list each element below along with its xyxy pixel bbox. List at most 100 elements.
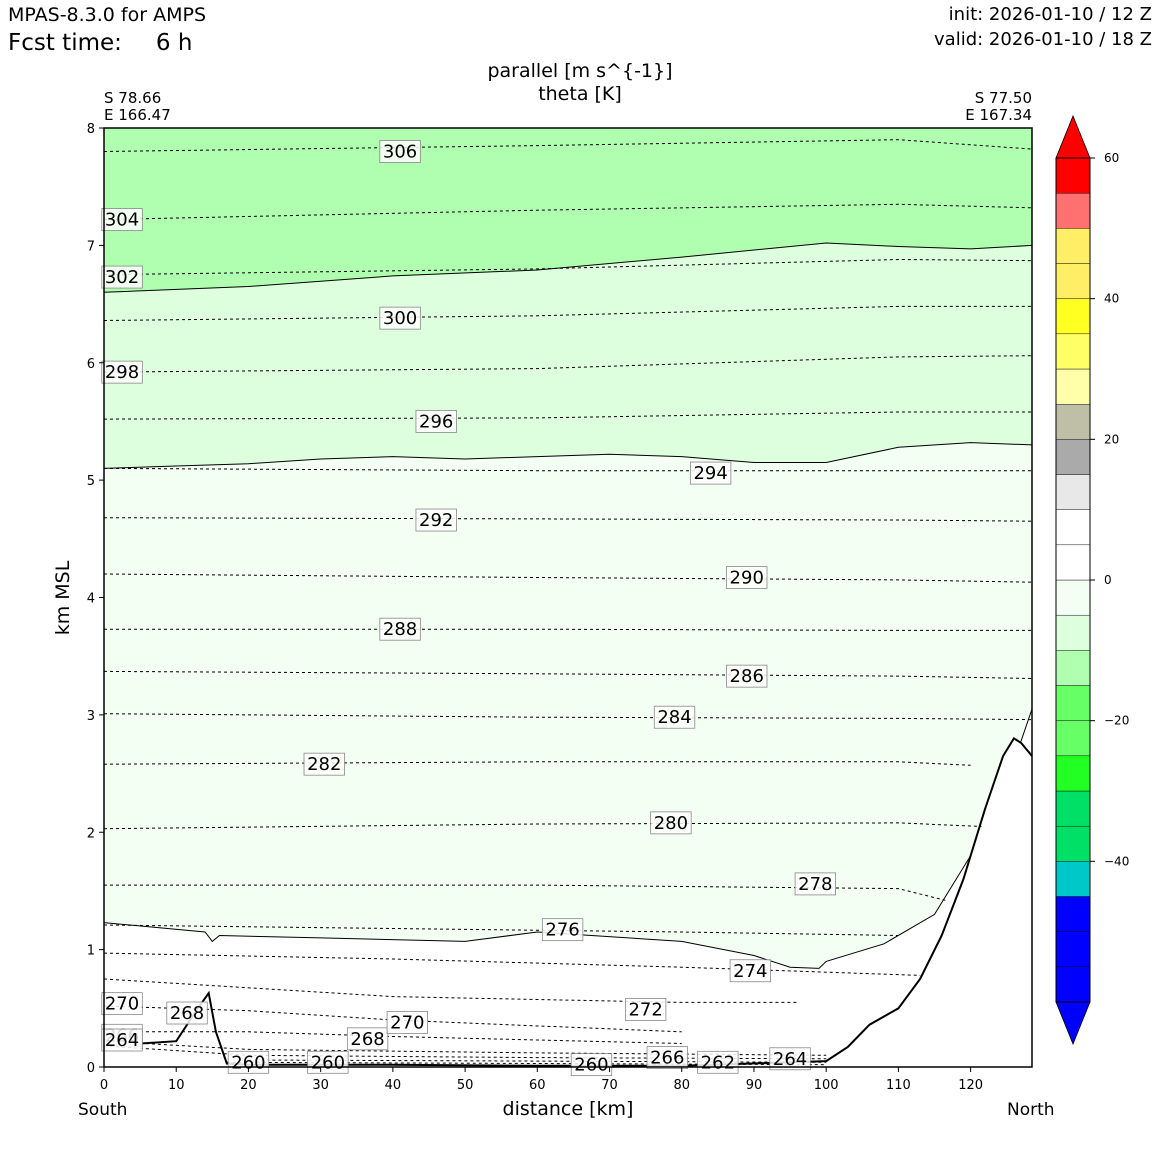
- theta-extra-label-1: 270: [390, 1012, 424, 1033]
- y-tick-label-0: 0: [87, 1061, 95, 1076]
- theta-label-260: 260: [231, 1052, 265, 1073]
- theta-label-302-box: [101, 265, 143, 289]
- terrain-outline: [104, 737, 1032, 1067]
- theta-label-276-box: [541, 918, 584, 942]
- parallel-band-2: [104, 709, 1032, 1067]
- start-direction-label: South: [78, 1100, 128, 1120]
- end-lat: S 77.50: [974, 89, 1032, 107]
- colorbar-segment-13: [1055, 509, 1091, 546]
- forecast-time-label: Fcst time:: [8, 30, 122, 56]
- theta-label-296: 296: [419, 411, 453, 432]
- colorbar-tick-label-60: 60: [1104, 151, 1119, 165]
- x-tick-label-90: 90: [746, 1078, 763, 1093]
- y-tick-label-4: 4: [87, 592, 95, 607]
- colorbar-extend-max: [1055, 114, 1091, 159]
- theta-extra-label-2: 266: [650, 1048, 684, 1069]
- x-tick-label-40: 40: [385, 1078, 402, 1093]
- parallel-contour-0: [104, 242, 1032, 293]
- theta-label-296-box: [415, 410, 457, 433]
- theta-extra-label-5: 264: [105, 1030, 139, 1051]
- x-tick-label-80: 80: [673, 1078, 690, 1093]
- theta-label-284-box: [653, 705, 696, 729]
- start-lon: E 166.47: [104, 106, 171, 124]
- theta-label-276: 276: [545, 920, 579, 941]
- parallel-contour-1: [104, 442, 1032, 469]
- theta-label-288-box: [379, 617, 421, 641]
- theta-label-282: 282: [307, 754, 341, 775]
- colorbar-tick-label-20: 20: [1104, 432, 1119, 446]
- theta-contour-292: [104, 517, 1032, 522]
- y-tick-label-1: 1: [87, 944, 95, 959]
- colorbar-tick-label-0: 0: [1104, 573, 1112, 587]
- theta-label-286-box: [726, 664, 768, 688]
- colorbar-segment-4: [1055, 825, 1091, 862]
- x-tick-label-10: 10: [168, 1078, 185, 1093]
- theta-label-288: 288: [383, 619, 417, 640]
- start-lat: S 78.66: [104, 89, 162, 107]
- theta-label-264-box: [769, 1047, 811, 1071]
- theta-label-290: 290: [730, 568, 764, 589]
- theta-label-278-box: [794, 872, 836, 896]
- theta-label-306: 306: [383, 141, 417, 162]
- chart-title: parallel [m s^{-1}]: [487, 60, 673, 82]
- theta-contour-302: [104, 258, 1032, 276]
- x-tick-label-120: 120: [958, 1078, 983, 1093]
- x-tick-label-20: 20: [240, 1078, 257, 1093]
- theta-contour-298: [104, 355, 1032, 373]
- theta-label-298-box: [101, 360, 143, 384]
- colorbar-segment-14: [1055, 474, 1091, 510]
- theta-contour-268: [104, 1031, 682, 1044]
- theta-label-300: 300: [383, 308, 417, 329]
- x-tick-label-50: 50: [457, 1078, 474, 1093]
- theta-contour-284: [104, 713, 1032, 721]
- theta-label-262: 262: [701, 1052, 735, 1073]
- end-lon: E 167.34: [965, 106, 1032, 124]
- colorbar-segment-12: [1055, 544, 1091, 581]
- colorbar-segment-2: [1055, 896, 1091, 932]
- theta-label-286: 286: [730, 666, 764, 687]
- x-tick-label-60: 60: [529, 1078, 546, 1093]
- theta-extra-label-3-box: [307, 1050, 349, 1074]
- y-tick-label-6: 6: [87, 357, 95, 372]
- y-tick-label-8: 8: [87, 122, 95, 137]
- model-title: MPAS-8.3.0 for AMPS: [8, 4, 207, 26]
- end-direction-label: North: [1007, 1100, 1055, 1120]
- theta-contour-274: [104, 952, 921, 976]
- colorbar-extend-min: [1055, 1001, 1091, 1046]
- theta-label-306-box: [379, 140, 421, 163]
- theta-contour-272: [104, 978, 798, 1003]
- theta-label-260-box: [227, 1050, 270, 1074]
- theta-extra-label-4-box: [570, 1053, 613, 1077]
- theta-label-282-box: [303, 752, 345, 776]
- theta-label-278: 278: [798, 874, 832, 895]
- colorbar-segment-5: [1055, 790, 1091, 827]
- chart-subtitle: theta [K]: [538, 83, 622, 105]
- colorbar-segment-9: [1055, 650, 1091, 686]
- colorbar-segment-15: [1055, 439, 1091, 475]
- theta-contour-280: [104, 822, 982, 830]
- y-tick-label-3: 3: [87, 709, 95, 724]
- theta-label-292-box: [415, 508, 457, 532]
- parallel-band-1: [104, 442, 1032, 1067]
- theta-extra-label-0-box: [346, 1027, 389, 1051]
- theta-label-262-box: [697, 1050, 739, 1074]
- colorbar-segment-20: [1055, 263, 1091, 299]
- theta-label-290-box: [726, 566, 768, 589]
- theta-label-304-box: [101, 208, 143, 231]
- colorbar-segment-8: [1055, 685, 1091, 721]
- theta-contour-286: [104, 670, 1032, 679]
- theta-label-272-box: [624, 998, 667, 1021]
- theta-label-264: 264: [773, 1049, 807, 1070]
- colorbar-segment-6: [1055, 755, 1091, 792]
- theta-extra-label-1-box: [386, 1010, 428, 1034]
- valid-time: valid: 2026-01-10 / 18 Z: [934, 29, 1152, 50]
- theta-label-274-box: [729, 959, 772, 983]
- theta-label-294-box: [689, 461, 732, 485]
- theta-label-280: 280: [654, 813, 688, 834]
- colorbar-segment-16: [1055, 403, 1091, 440]
- forecast-time: Fcst time: 6 h: [8, 30, 192, 56]
- theta-contour-296: [104, 411, 1032, 420]
- colorbar-segment-23: [1055, 157, 1091, 194]
- theta-extra-label-0: 268: [350, 1029, 384, 1050]
- colorbar-tick-label--20: −20: [1104, 714, 1129, 728]
